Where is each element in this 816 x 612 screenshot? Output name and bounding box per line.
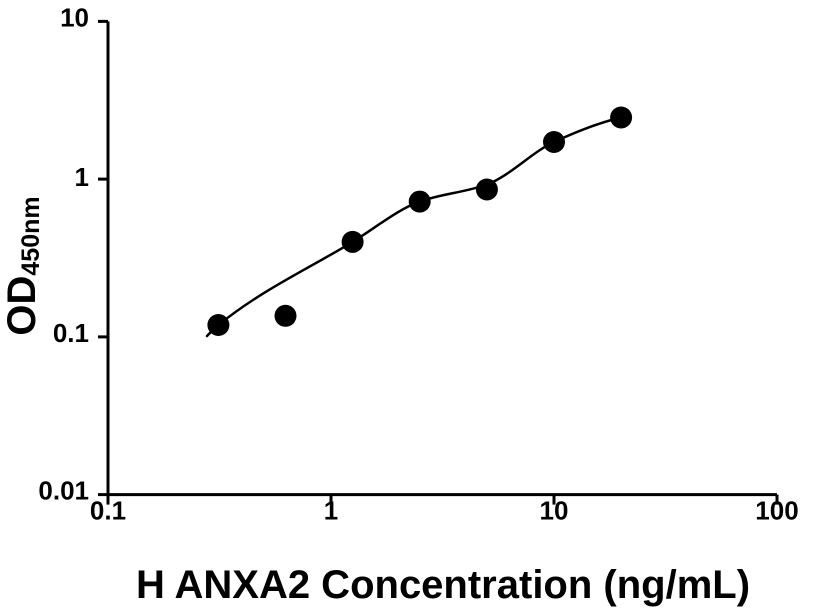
svg-text:10: 10 bbox=[60, 2, 89, 32]
svg-text:10: 10 bbox=[540, 496, 569, 526]
svg-text:100: 100 bbox=[755, 496, 798, 526]
svg-text:0.01: 0.01 bbox=[38, 476, 89, 506]
svg-text:0.1: 0.1 bbox=[90, 496, 126, 526]
svg-text:1: 1 bbox=[75, 162, 89, 192]
svg-text:1: 1 bbox=[324, 496, 338, 526]
svg-text:0.1: 0.1 bbox=[53, 318, 89, 348]
svg-text:OD450nm: OD450nm bbox=[0, 196, 45, 335]
svg-text:H ANXA2 Concentration (ng/mL): H ANXA2 Concentration (ng/mL) bbox=[136, 563, 750, 607]
